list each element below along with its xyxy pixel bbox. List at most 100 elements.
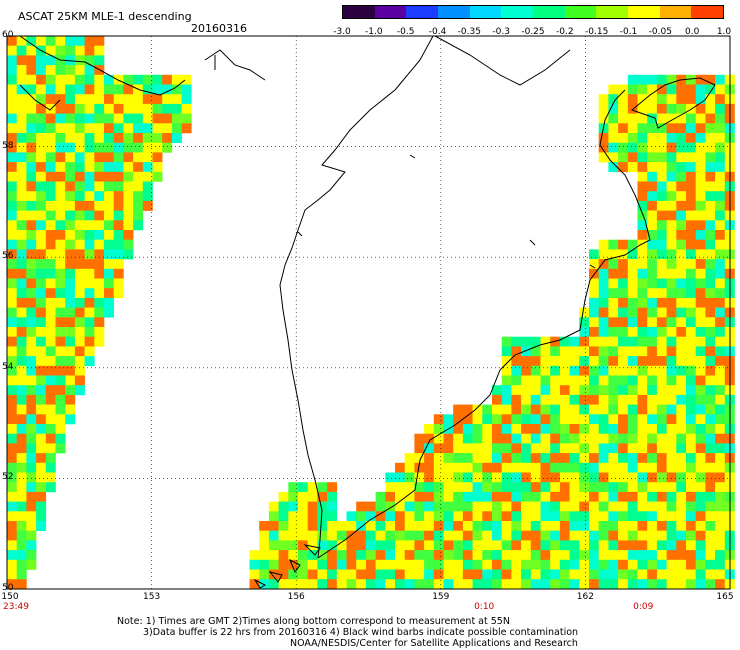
wind-cell [462,521,473,531]
wind-cell [618,511,629,522]
wind-cell [472,511,483,522]
wind-cell [16,142,27,153]
wind-cell [94,317,105,328]
wind-cell [647,239,658,250]
wind-cell [705,133,716,143]
wind-cell [84,191,95,202]
wind-cell [7,249,17,260]
wind-cell [16,84,27,95]
wind-cell [637,424,648,434]
wind-cell [16,65,27,76]
wind-cell [492,424,502,434]
wind-cell [123,94,134,105]
wind-cell [618,559,629,570]
wind-cell [433,472,444,483]
wind-cell [637,530,648,541]
wind-cell [647,404,658,415]
wind-cell [501,453,512,464]
wind-cell [84,65,95,76]
wind-cell [511,530,522,541]
wind-cell [550,385,561,396]
wind-cell [540,414,551,425]
wind-cell [113,210,124,221]
wind-cell [647,453,658,464]
wind-cell [16,36,27,46]
wind-cell [259,559,270,570]
wind-cell [414,540,425,551]
wind-cell [647,462,658,473]
wind-cell [16,356,27,367]
wind-cell [94,327,105,337]
wind-cell [55,152,66,163]
wind-cell [550,462,561,473]
wind-cell [482,404,493,415]
wind-cell [414,462,425,473]
wind-cell [133,94,144,105]
wind-cell [608,443,619,454]
wind-cell [511,559,522,570]
wind-cell [36,327,47,337]
wind-cell [36,133,47,143]
wind-cell [618,375,629,386]
wind-cell [608,356,619,367]
wind-cell [627,482,638,493]
wind-cell [695,152,706,163]
wind-cell [16,45,27,56]
wind-cell [666,259,677,270]
wind-cell [133,113,144,124]
colorbar-label: -0.2 [556,27,574,37]
wind-cell [74,103,85,114]
wind-cell [521,404,532,415]
wind-cell [559,540,570,551]
wind-cell [540,521,551,531]
wind-cell [521,472,532,483]
colorbar-swatch [691,6,724,18]
wind-cell [715,569,726,580]
wind-cell [55,268,66,279]
wind-cell [462,482,473,493]
wind-cell [395,579,405,590]
wind-cell [74,239,85,250]
wind-cell [104,94,114,105]
wind-cell [666,501,677,512]
wind-cell [365,579,376,590]
wind-cell [695,414,706,425]
wind-cell [26,84,37,95]
wind-cell [26,307,37,318]
wind-cell [540,346,551,357]
wind-cell [608,394,619,405]
wind-cell [16,482,27,493]
wind-cell [715,84,726,95]
wind-cell [45,414,56,425]
wind-cell [414,511,425,522]
wind-cell [74,210,85,221]
wind-cell [7,94,17,105]
wind-cell [123,162,134,173]
wind-cell [317,530,328,541]
wind-cell [365,530,376,541]
wind-cell [288,540,299,551]
wind-cell [618,521,629,531]
wind-cell [559,530,570,541]
wind-cell [579,453,590,464]
wind-cell [695,249,706,260]
wind-cell [336,569,347,580]
wind-cell [84,259,95,270]
wind-cell [16,424,27,434]
wind-cell [521,501,532,512]
wind-cell [501,414,512,425]
wind-cell [482,433,493,444]
wind-cell [84,36,95,46]
wind-cell [133,200,144,211]
wind-cell [55,327,66,337]
wind-cell [618,472,629,483]
wind-cell [647,540,658,551]
wind-cell [559,404,570,415]
wind-cell [705,375,716,386]
wind-cell [676,230,687,240]
wind-cell [686,559,696,570]
wind-cell [569,579,580,590]
wind-cell [16,171,27,182]
wind-cell [530,433,541,444]
wind-cell [589,521,599,531]
